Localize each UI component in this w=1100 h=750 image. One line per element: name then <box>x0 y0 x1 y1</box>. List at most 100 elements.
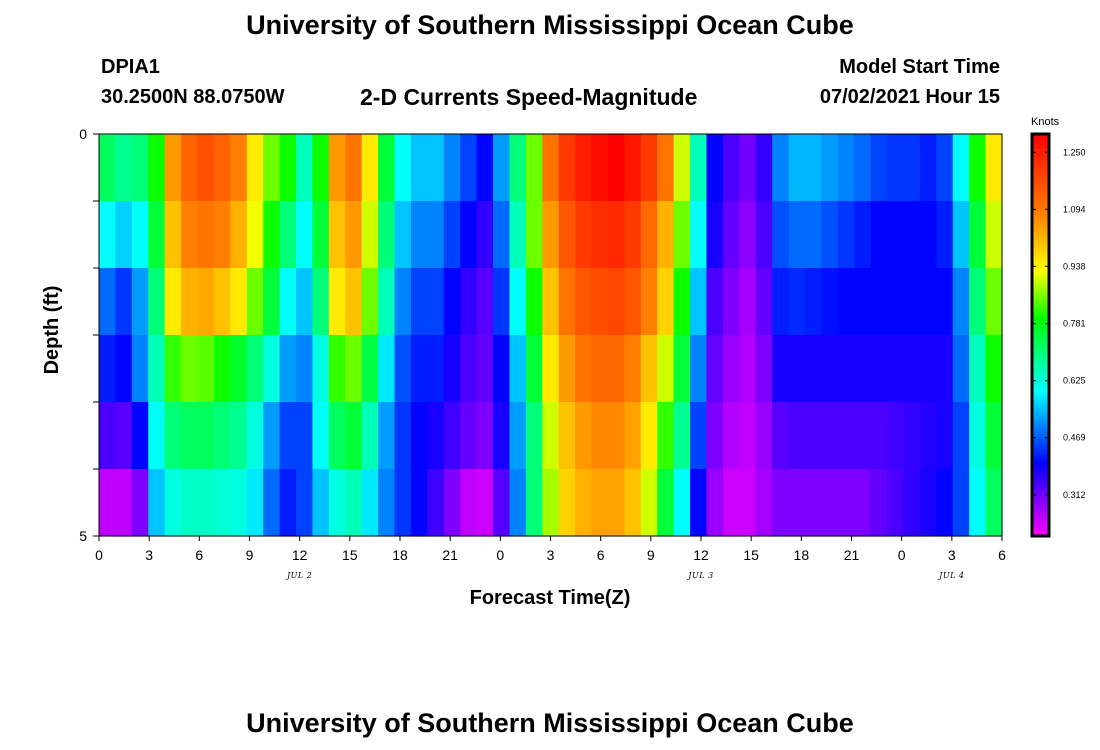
heatmap-cell <box>804 469 822 537</box>
heatmap-cell <box>788 134 806 202</box>
heatmap-cell <box>181 335 199 403</box>
heatmap-cell <box>936 335 954 403</box>
heatmap-cell <box>985 134 1003 202</box>
heatmap-cell <box>804 134 822 202</box>
heatmap-cell <box>821 201 839 269</box>
heatmap-cell <box>722 335 740 403</box>
x-axis-label: Forecast Time(Z) <box>470 587 631 609</box>
heatmap-cell <box>131 335 149 403</box>
y-axis: 05 <box>79 126 99 544</box>
heatmap-cell <box>131 134 149 202</box>
heatmap-cell <box>870 201 888 269</box>
heatmap-cell <box>542 469 560 537</box>
heatmap-cell <box>575 402 593 470</box>
heatmap-cell <box>164 268 182 336</box>
x-tick-label: 15 <box>743 547 759 563</box>
heatmap-cell <box>263 268 281 336</box>
model-start-label: Model Start Time <box>839 56 1000 78</box>
heatmap-cell <box>919 469 937 537</box>
heatmap-cell <box>657 201 675 269</box>
heatmap-cell <box>887 134 905 202</box>
heatmap-cell <box>788 201 806 269</box>
heatmap-cell <box>213 469 231 537</box>
heatmap-cell <box>460 268 478 336</box>
heatmap-cell <box>361 134 379 202</box>
heatmap-cell <box>985 335 1003 403</box>
heatmap-cell <box>673 268 691 336</box>
heatmap-cell <box>99 268 117 336</box>
heatmap-cell <box>345 134 363 202</box>
heatmap-cell <box>919 134 937 202</box>
heatmap-cell <box>772 268 790 336</box>
heatmap-cell <box>509 201 527 269</box>
heatmap-cell <box>164 469 182 537</box>
heatmap-cell <box>804 201 822 269</box>
heatmap-cell <box>99 134 117 202</box>
heatmap-cell <box>115 268 133 336</box>
heatmap-cell <box>493 402 511 470</box>
heatmap-cell <box>378 201 396 269</box>
heatmap-cell <box>607 268 625 336</box>
heatmap-cell <box>197 469 215 537</box>
heatmap-cell <box>722 268 740 336</box>
heatmap-cell <box>657 469 675 537</box>
heatmap-cell <box>969 335 987 403</box>
heatmap-cell <box>345 469 363 537</box>
heatmap-cell <box>394 134 412 202</box>
heatmap-cell <box>755 402 773 470</box>
heatmap-cell <box>525 201 543 269</box>
heatmap-cell <box>640 201 658 269</box>
heatmap-cell <box>985 469 1003 537</box>
x-tick-label: 6 <box>597 547 605 563</box>
heatmap-cell <box>460 335 478 403</box>
heatmap-cell <box>164 201 182 269</box>
colorbar-tick-label: 0.625 <box>1063 376 1086 386</box>
colorbar-tick-label: 0.781 <box>1063 319 1086 329</box>
heatmap-cell <box>640 335 658 403</box>
heatmap-cell <box>263 402 281 470</box>
heatmap-cell <box>870 469 888 537</box>
heatmap-cell <box>788 402 806 470</box>
heatmap-cell <box>657 402 675 470</box>
heatmap-cell <box>887 268 905 336</box>
heatmap-cell <box>246 134 264 202</box>
heatmap-cell <box>410 469 428 537</box>
heatmap-cell <box>279 469 297 537</box>
heatmap-cell <box>640 134 658 202</box>
heatmap-cell <box>99 201 117 269</box>
heatmap-cell <box>263 201 281 269</box>
heatmap-cell <box>427 402 445 470</box>
heatmap-cell <box>410 134 428 202</box>
heatmap-cell <box>213 335 231 403</box>
heatmap-cell <box>263 469 281 537</box>
heatmap-cell <box>181 134 199 202</box>
heatmap-cell <box>263 134 281 202</box>
heatmap-cell <box>181 268 199 336</box>
heatmap-cell <box>739 268 757 336</box>
heatmap-cell <box>279 268 297 336</box>
heatmap-cell <box>476 201 494 269</box>
date-label: JUL 2 <box>285 571 312 580</box>
heatmap-cell <box>706 134 724 202</box>
heatmap-cell <box>443 469 461 537</box>
heatmap-cell <box>296 134 314 202</box>
heatmap-cell <box>443 268 461 336</box>
heatmap-cell <box>722 469 740 537</box>
heatmap-cell <box>493 201 511 269</box>
heatmap-cell <box>525 335 543 403</box>
heatmap-cell <box>427 201 445 269</box>
heatmap-cell <box>213 201 231 269</box>
heatmap-cell <box>624 268 642 336</box>
heatmap-cell <box>690 134 708 202</box>
heatmap-cell <box>328 201 346 269</box>
colorbar-tick-label: 1.250 <box>1063 147 1086 157</box>
heatmap-cell <box>394 469 412 537</box>
heatmap-cell <box>312 201 330 269</box>
heatmap-cell <box>263 335 281 403</box>
heatmap-cell <box>821 402 839 470</box>
x-tick-label: 3 <box>145 547 153 563</box>
heatmap-cell <box>837 335 855 403</box>
heatmap-cell <box>345 402 363 470</box>
page-title: University of Southern Mississippi Ocean… <box>246 10 854 40</box>
heatmap-cell <box>246 201 264 269</box>
